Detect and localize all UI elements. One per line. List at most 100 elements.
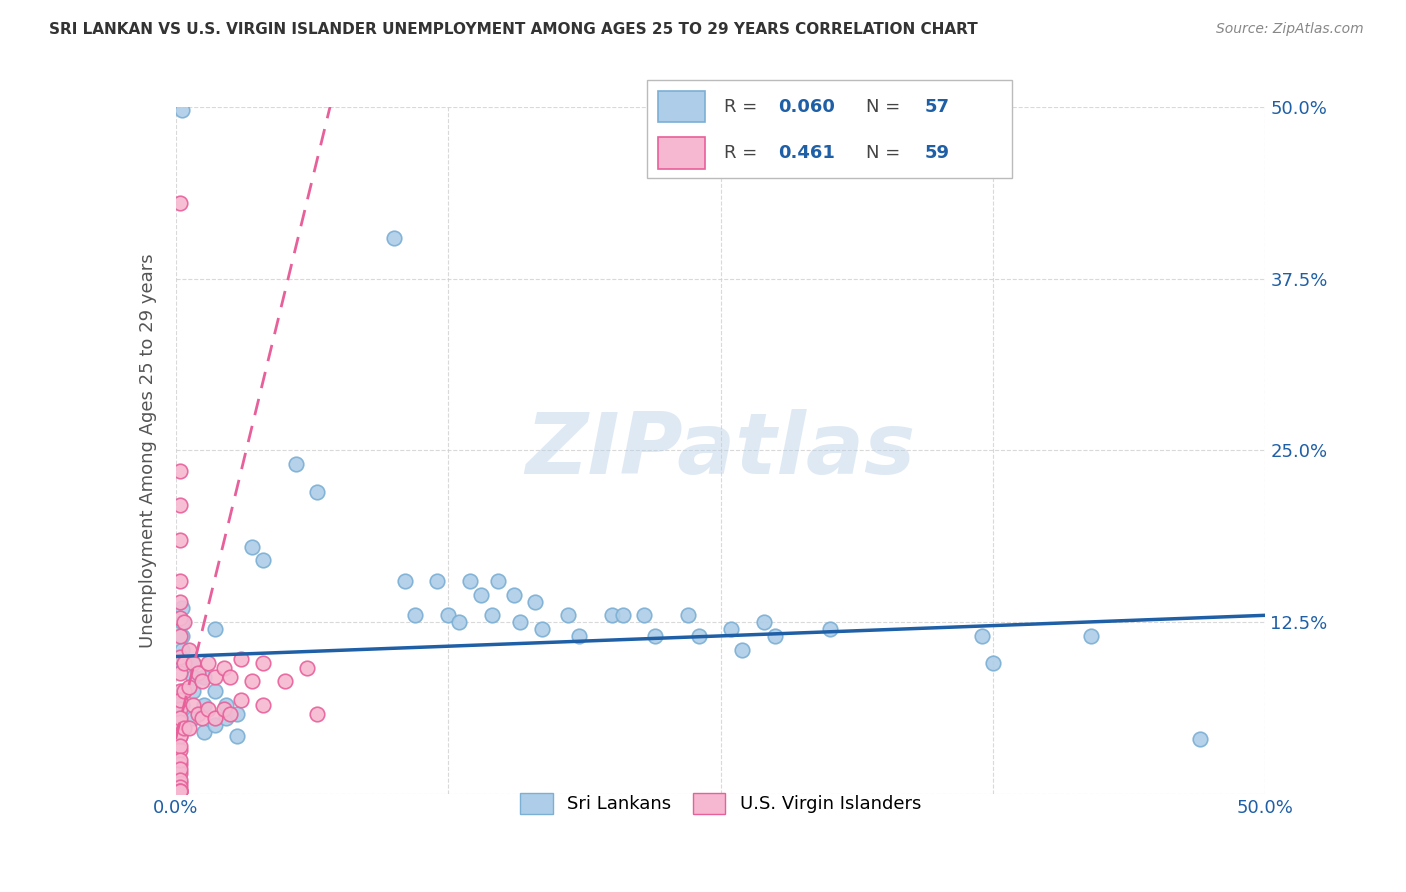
Point [405, 608, 427, 623]
Point [169, 611, 191, 625]
Point [169, 196, 191, 211]
Point [274, 674, 297, 689]
Point [295, 660, 318, 674]
Point [204, 683, 226, 698]
Point [252, 657, 274, 671]
Point [447, 615, 470, 630]
Point [186, 665, 209, 680]
Point [181, 657, 204, 671]
Point [191, 711, 214, 725]
Point [172, 103, 194, 117]
Point [169, 784, 191, 798]
Point [240, 540, 263, 554]
Text: ZIPatlas: ZIPatlas [526, 409, 915, 492]
Point [169, 739, 191, 753]
Point [172, 657, 194, 671]
Point [181, 698, 204, 712]
Point [181, 711, 204, 725]
Point [212, 660, 235, 674]
Point [204, 670, 226, 684]
Text: Source: ZipAtlas.com: Source: ZipAtlas.com [1216, 22, 1364, 37]
Point [458, 574, 481, 588]
Point [173, 657, 195, 671]
Point [307, 707, 329, 722]
Point [172, 601, 194, 615]
Point [193, 670, 215, 684]
Point [818, 622, 841, 636]
Point [193, 698, 215, 712]
FancyBboxPatch shape [658, 137, 706, 169]
Point [169, 743, 191, 757]
Point [219, 670, 242, 684]
FancyBboxPatch shape [658, 91, 706, 122]
Text: N =: N = [866, 98, 905, 116]
Point [212, 702, 235, 716]
Point [225, 707, 247, 722]
Point [181, 657, 204, 671]
Point [676, 608, 699, 623]
Point [169, 762, 191, 776]
Point [169, 702, 191, 716]
Point [557, 608, 579, 623]
Point [169, 729, 191, 743]
Point [169, 729, 191, 743]
Point [225, 729, 247, 743]
Point [481, 608, 503, 623]
Point [191, 674, 214, 689]
Text: R =: R = [724, 98, 762, 116]
Point [197, 657, 219, 671]
Point [204, 711, 226, 725]
Point [169, 715, 191, 730]
Point [169, 711, 191, 725]
Point [215, 698, 238, 712]
Point [173, 615, 195, 630]
Point [763, 629, 786, 643]
Point [193, 725, 215, 739]
Point [172, 615, 194, 630]
Point [688, 629, 710, 643]
Point [169, 784, 191, 798]
Point [720, 622, 742, 636]
Point [231, 693, 253, 707]
Legend: Sri Lankans, U.S. Virgin Islanders: Sri Lankans, U.S. Virgin Islanders [510, 784, 931, 822]
Point [394, 574, 416, 588]
Point [169, 499, 191, 513]
Point [970, 629, 993, 643]
Point [169, 773, 191, 788]
Point [169, 574, 191, 588]
Point [169, 594, 191, 608]
Point [426, 574, 449, 588]
Point [172, 629, 194, 643]
Point [204, 622, 226, 636]
Point [169, 693, 191, 707]
Point [186, 707, 209, 722]
Point [240, 674, 263, 689]
Point [731, 642, 754, 657]
Point [382, 230, 405, 244]
Point [612, 608, 634, 623]
Text: 57: 57 [925, 98, 949, 116]
Point [169, 753, 191, 767]
Point [215, 711, 238, 725]
Point [169, 533, 191, 547]
Point [524, 594, 547, 608]
Point [173, 683, 195, 698]
Point [1080, 629, 1102, 643]
Point [1189, 731, 1212, 746]
Point [633, 608, 655, 623]
Point [169, 780, 191, 794]
Point [568, 629, 591, 643]
Point [252, 698, 274, 712]
Text: R =: R = [724, 144, 768, 161]
Point [181, 683, 204, 698]
Point [307, 484, 329, 499]
Point [169, 683, 191, 698]
Text: 0.461: 0.461 [779, 144, 835, 161]
Point [197, 702, 219, 716]
Point [600, 608, 623, 623]
Point [169, 784, 191, 798]
Text: SRI LANKAN VS U.S. VIRGIN ISLANDER UNEMPLOYMENT AMONG AGES 25 TO 29 YEARS CORREL: SRI LANKAN VS U.S. VIRGIN ISLANDER UNEMP… [49, 22, 979, 37]
FancyBboxPatch shape [647, 80, 1012, 178]
Point [204, 718, 226, 732]
Point [169, 464, 191, 478]
